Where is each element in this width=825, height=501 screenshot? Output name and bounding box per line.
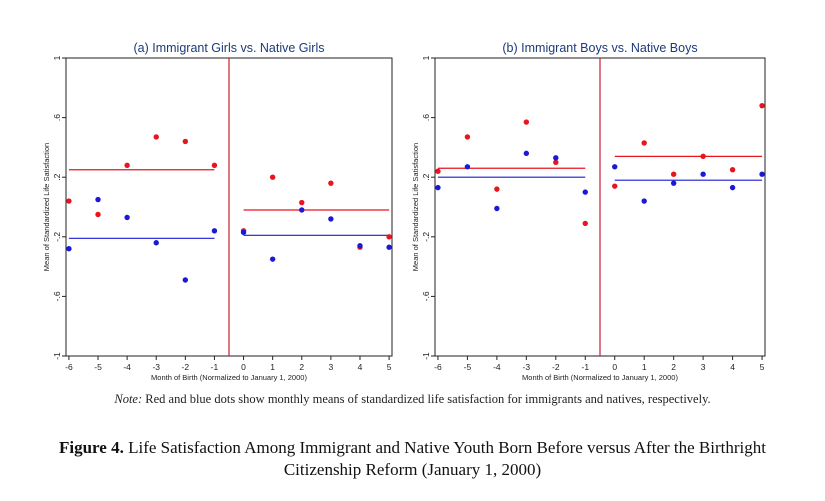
red-dot — [386, 234, 392, 240]
x-tick-label: -2 — [552, 362, 560, 372]
x-tick-label: -5 — [94, 362, 102, 372]
blue-dot — [759, 171, 765, 177]
panel-b: (b) Immigrant Boys vs. Native Boys -1 -.6 -… — [411, 41, 766, 382]
red-dot — [153, 134, 159, 140]
red-dot — [299, 199, 305, 206]
x-tick-label: 0 — [612, 362, 617, 372]
panel-a: (a) Immigrant Girls vs. Native Girls -1 -.… — [42, 41, 393, 382]
blue-dot — [182, 277, 189, 283]
x-tick-label: 3 — [701, 362, 706, 372]
red-dot — [641, 140, 647, 146]
y-axis-label: Mean of Standardized Life Satisfaction — [42, 143, 51, 271]
x-tick-label: -3 — [523, 362, 531, 372]
y-tick-label: .6 — [52, 114, 62, 121]
blue-dot — [95, 196, 101, 203]
figure-caption: Figure 4. Life Satisfaction Among Immigr… — [20, 437, 805, 481]
red-dot — [124, 162, 130, 168]
red-dot — [435, 168, 441, 174]
y-tick-label: -.2 — [52, 232, 62, 242]
red-dot — [582, 220, 588, 227]
red-dot — [759, 102, 765, 109]
y-tick-label: 1 — [421, 55, 431, 60]
figure-note: Note: Red and blue dots show monthly mea… — [0, 392, 825, 407]
note-text: Red and blue dots show monthly means of … — [145, 392, 711, 406]
x-tick-label: -3 — [152, 362, 160, 372]
x-axis-label: Month of Birth (Normalized to January 1,… — [522, 373, 678, 382]
x-tick-label: 4 — [358, 362, 363, 372]
red-dot — [494, 186, 500, 192]
x-tick-label: 2 — [299, 362, 304, 372]
blue-dot — [328, 216, 334, 222]
blue-dot — [641, 198, 647, 204]
x-tick-label: 1 — [642, 362, 647, 372]
blue-dot — [386, 244, 392, 250]
x-tick-label: 0 — [241, 362, 246, 372]
blue-dot — [729, 184, 736, 191]
y-tick-label: .6 — [421, 114, 431, 121]
caption-text: Life Satisfaction Among Immigrant and Na… — [128, 438, 766, 479]
x-tick-label: -4 — [123, 362, 131, 372]
x-tick-label: 4 — [730, 362, 735, 372]
x-tick-label: 3 — [329, 362, 334, 372]
y-tick-label: -1 — [421, 352, 431, 360]
blue-dot — [523, 150, 530, 157]
y-tick-label: -.6 — [52, 291, 62, 301]
blue-dot — [464, 164, 471, 170]
red-dot — [729, 167, 736, 173]
red-dot — [328, 180, 334, 186]
blue-dot — [700, 171, 706, 177]
red-dot — [211, 162, 218, 168]
y-tick-label: 1 — [52, 55, 62, 60]
blue-dot — [124, 214, 130, 221]
blue-dot — [240, 229, 247, 236]
red-dot — [95, 211, 101, 218]
x-tick-label: -1 — [581, 362, 589, 372]
x-tick-label: -6 — [65, 362, 73, 372]
x-tick-label: 1 — [270, 362, 275, 372]
red-dot — [464, 134, 471, 140]
blue-dot — [357, 243, 363, 249]
x-axis-label: Month of Birth (Normalized to January 1,… — [151, 373, 307, 382]
note-label: Note: — [114, 392, 143, 406]
y-tick-label: .2 — [421, 173, 431, 180]
red-dot — [670, 171, 677, 177]
blue-dot — [670, 180, 677, 186]
blue-dot — [153, 240, 159, 246]
red-dot — [700, 153, 706, 160]
blue-dot — [269, 256, 276, 262]
x-tick-label: -2 — [182, 362, 190, 372]
blue-dot — [494, 205, 500, 212]
x-tick-label: -5 — [464, 362, 472, 372]
blue-dot — [435, 184, 441, 191]
y-tick-label: -.2 — [421, 232, 431, 242]
red-dot — [269, 174, 276, 180]
blue-dot — [299, 207, 305, 213]
x-tick-label: 5 — [387, 362, 392, 372]
x-tick-label: -4 — [493, 362, 501, 372]
y-tick-label: -.6 — [421, 291, 431, 301]
y-tick-label: .2 — [52, 173, 62, 180]
x-tick-label: 5 — [760, 362, 765, 372]
red-dot — [553, 159, 559, 165]
chart-title: (a) Immigrant Girls vs. Native Girls — [134, 41, 325, 55]
red-dot — [612, 183, 618, 189]
blue-dot — [553, 155, 559, 161]
blue-dot — [66, 246, 72, 252]
caption-label: Figure 4. — [59, 438, 124, 457]
x-tick-label: -6 — [434, 362, 442, 372]
red-dot — [66, 198, 72, 204]
figure-charts: (a) Immigrant Girls vs. Native Girls -1 -.… — [42, 41, 766, 382]
red-dot — [182, 138, 189, 145]
x-tick-label: 2 — [671, 362, 676, 372]
y-tick-label: -1 — [52, 352, 62, 360]
x-tick-label: -1 — [211, 362, 219, 372]
y-axis-label: Mean of Standardized Life Satisfaction — [411, 143, 420, 271]
red-dot — [523, 119, 530, 125]
chart-title: (b) Immigrant Boys vs. Native Boys — [502, 41, 697, 55]
blue-dot — [211, 228, 218, 234]
blue-dot — [582, 189, 588, 195]
blue-dot — [612, 164, 618, 170]
